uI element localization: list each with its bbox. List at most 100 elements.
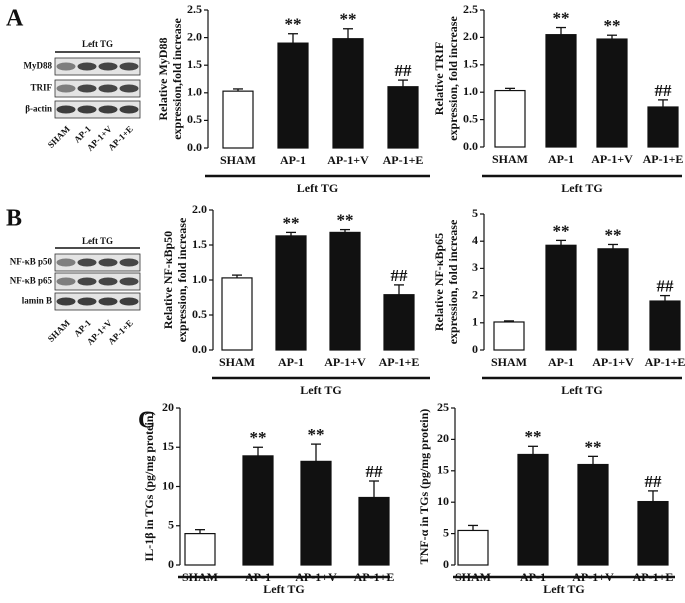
y-tick-label: 2.0: [192, 202, 207, 216]
y-axis-label: Relative NF-κBp50: [161, 231, 175, 329]
blot-lane-label: SHAM: [46, 317, 73, 344]
y-tick-label: 0: [472, 342, 478, 356]
x-tick-label: AP-1+E: [379, 355, 420, 369]
y-tick-label: 2.5: [187, 2, 202, 16]
bar: [597, 248, 629, 351]
x-tick-label: AP-1+E: [383, 153, 424, 167]
blot-row-label: lamin B: [22, 296, 52, 306]
blot-row-label: β-actin: [25, 104, 52, 114]
blot-row-label: MyD88: [24, 61, 53, 71]
blot-band: [77, 277, 97, 286]
y-tick-label: 20: [162, 400, 174, 414]
significance-label: ##: [655, 81, 673, 100]
x-axis-label: Left TG: [561, 383, 602, 397]
blot-band: [56, 105, 76, 114]
blot-band: [77, 84, 97, 93]
blot-strip: [54, 272, 141, 291]
bar: [577, 463, 609, 566]
y-tick-label: 0.0: [463, 139, 478, 153]
bar: [358, 496, 390, 566]
bar: [545, 34, 577, 148]
y-axis-label: Relative TRIF: [432, 42, 446, 115]
bar: [457, 529, 489, 566]
y-tick-label: 1.5: [187, 57, 202, 71]
blot-band: [56, 84, 76, 93]
blot-band: [119, 297, 139, 306]
blot-strip: [54, 57, 141, 76]
blot-band: [119, 258, 139, 267]
bar: [275, 235, 307, 351]
blot-band: [119, 277, 139, 286]
blot-strip: [54, 253, 141, 272]
y-tick-label: 0: [443, 557, 449, 571]
y-tick-label: 1.0: [463, 84, 478, 98]
x-tick-label: AP-1: [548, 355, 574, 369]
y-tick-label: 0.5: [187, 112, 202, 126]
y-tick-label: 0.0: [187, 140, 202, 154]
blot-band: [56, 258, 76, 267]
x-tick-label: AP-1+V: [324, 355, 366, 369]
blot-band: [98, 258, 118, 267]
panel-label: B: [6, 206, 22, 232]
panel-label: A: [6, 6, 24, 32]
significance-label: **: [250, 428, 267, 447]
y-axis-label: expression,fold increase: [170, 18, 184, 140]
bar: [242, 455, 274, 566]
y-tick-label: 1: [472, 315, 478, 329]
bar: [300, 460, 332, 566]
y-tick-label: 1.0: [187, 85, 202, 99]
y-tick-label: 0.5: [463, 111, 478, 125]
significance-label: **: [585, 437, 602, 456]
bar: [387, 86, 419, 149]
y-axis-label: IL-1β in TGs (pg/mg protein): [142, 412, 156, 562]
x-axis-label: Left TG: [543, 582, 584, 596]
bar: [332, 38, 364, 149]
significance-label: ##: [645, 472, 663, 491]
blot-row-label: NF-κB p65: [10, 276, 53, 286]
y-tick-label: 0.5: [192, 307, 207, 321]
significance-label: **: [308, 425, 325, 444]
blot-band: [119, 84, 139, 93]
y-axis-label: TNF-α in TGs (pg/mg protein): [417, 409, 431, 565]
y-tick-label: 15: [437, 463, 449, 477]
y-tick-label: 2: [472, 287, 478, 301]
y-axis-label: Relative MyD88: [156, 38, 170, 121]
blot-band: [77, 62, 97, 71]
y-axis-label: expression, fold increase: [446, 16, 460, 141]
x-tick-label: SHAM: [492, 152, 528, 166]
significance-label: **: [553, 8, 570, 27]
blot-band: [77, 258, 97, 267]
blot-lane-label: SHAM: [46, 123, 73, 150]
bar: [647, 106, 679, 148]
blot-band: [119, 62, 139, 71]
bar: [494, 89, 526, 148]
y-tick-label: 5: [443, 525, 449, 539]
bar: [545, 244, 577, 351]
y-tick-label: 5: [472, 206, 478, 220]
bar: [184, 532, 216, 566]
bar: [493, 321, 525, 351]
y-axis-label: Relative NF-κBp65: [432, 233, 446, 331]
y-axis-label: expression, fold increase: [175, 217, 189, 342]
y-tick-label: 2.0: [187, 29, 202, 43]
x-axis-label: Left TG: [300, 383, 341, 397]
x-tick-label: AP-1: [548, 152, 574, 166]
bar: [277, 42, 309, 149]
blot-band: [77, 105, 97, 114]
x-tick-label: AP-1+E: [643, 152, 684, 166]
x-axis-label: Left TG: [263, 582, 304, 596]
blot-row-label: NF-κB p50: [10, 257, 53, 267]
y-tick-label: 10: [162, 478, 174, 492]
x-axis-label: Left TG: [297, 181, 338, 195]
y-tick-label: 20: [437, 431, 449, 445]
significance-label: ##: [395, 61, 413, 80]
significance-label: ##: [366, 462, 384, 481]
y-tick-label: 1.0: [192, 272, 207, 286]
x-tick-label: AP-1+V: [327, 153, 369, 167]
x-tick-label: AP-1+V: [591, 152, 633, 166]
x-tick-label: AP-1+V: [592, 355, 634, 369]
significance-label: **: [340, 10, 357, 29]
significance-label: ##: [657, 277, 675, 296]
y-tick-label: 0.0: [192, 342, 207, 356]
